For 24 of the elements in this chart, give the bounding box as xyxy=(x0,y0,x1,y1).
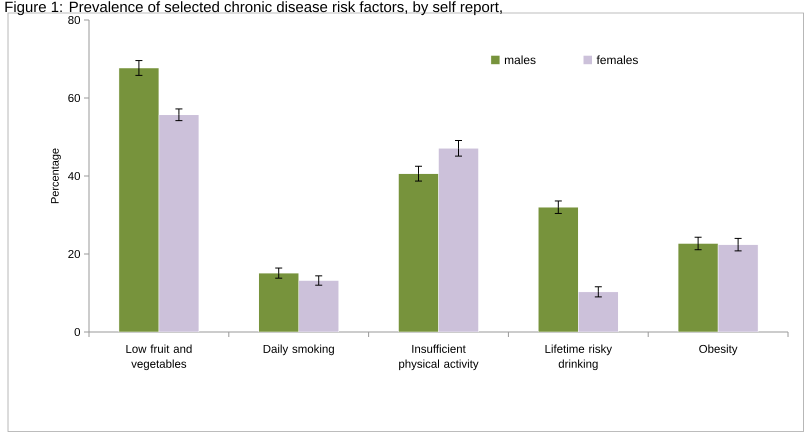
y-tick-label: 40 xyxy=(68,172,80,180)
x-tick-label: Obesity xyxy=(699,344,738,356)
bar xyxy=(438,148,479,332)
bar xyxy=(118,68,160,332)
bar xyxy=(538,206,579,332)
legend-label: females xyxy=(596,55,638,64)
legend-label: males xyxy=(504,55,536,64)
bar xyxy=(258,272,299,332)
y-axis-title: Percentage xyxy=(51,148,61,204)
y-tick-label: 20 xyxy=(68,250,80,258)
x-tick-label: Daily smoking xyxy=(264,344,334,356)
bar xyxy=(578,292,619,332)
bar xyxy=(298,280,339,332)
x-tick-label: Lifetime risky drinking xyxy=(546,344,612,370)
bar xyxy=(158,114,200,332)
y-tick-label: 80 xyxy=(68,16,80,24)
y-tick-label: 0 xyxy=(74,328,80,336)
x-tick-label: Low fruit and vegetables xyxy=(126,344,192,370)
chart-title: Figure 1: Prevalence of selected chronic disease risk factors, by self report, xyxy=(5,1,502,16)
bar xyxy=(398,173,439,332)
bar xyxy=(678,243,718,332)
x-tick-label: Insufficient physical activity xyxy=(399,344,479,370)
y-tick-label: 60 xyxy=(68,94,80,102)
bar xyxy=(718,244,758,332)
